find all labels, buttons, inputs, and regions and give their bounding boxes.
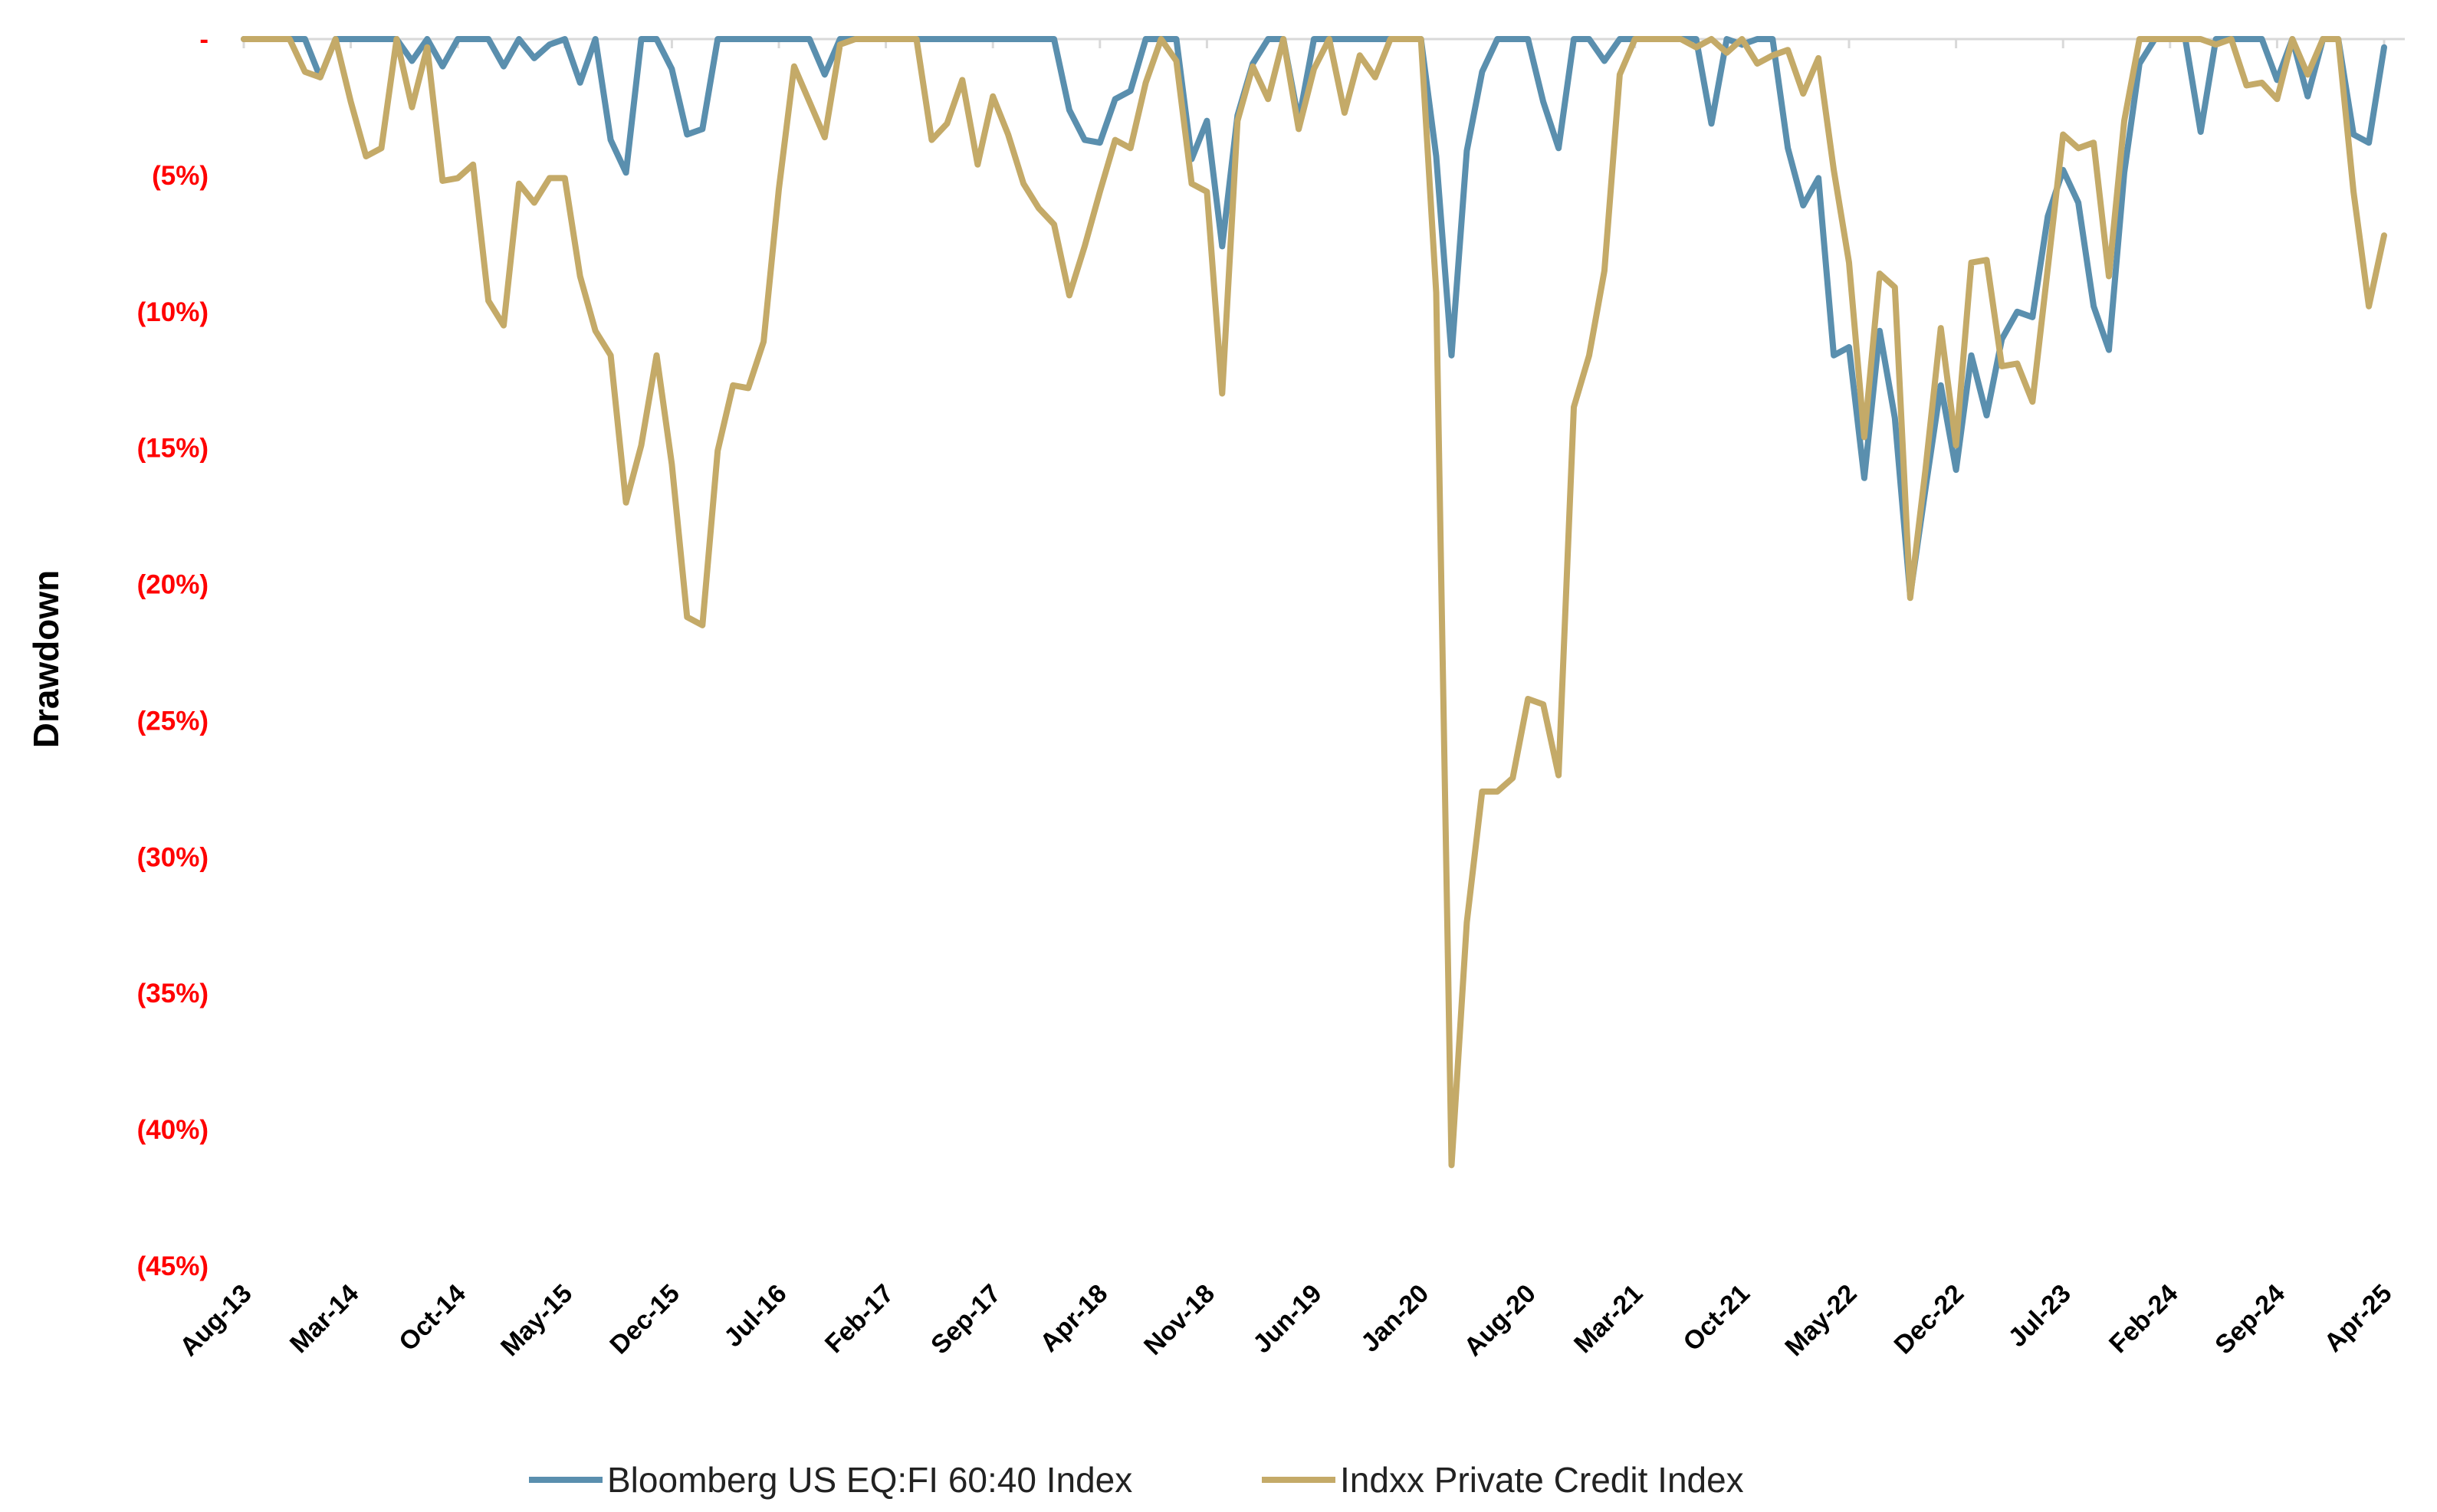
y-tick-label: (45%): [137, 1251, 209, 1281]
x-tick-label: Jul-16: [718, 1279, 792, 1353]
y-tick-label: -: [199, 25, 209, 54]
series-line-bloomberg: [241, 36, 2387, 599]
x-tick-label: Sep-24: [2209, 1279, 2291, 1360]
legend-item-indxx[interactable]: Indxx Private Credit Index: [1262, 1460, 1744, 1500]
x-tick-label: Apr-18: [1034, 1279, 1113, 1358]
y-tick-label: (5%): [152, 161, 209, 191]
x-tick-label: Aug-20: [1459, 1279, 1542, 1362]
x-tick-labels: Aug-13 Mar-14 Oct-14 May-15 Dec-15 Jul-16 Feb-…: [174, 1279, 2397, 1362]
legend: Bloomberg US EQ:FI 60:40 Index Indxx Pri…: [529, 1460, 1744, 1500]
y-tick-label: (10%): [137, 297, 209, 327]
y-tick-label: (25%): [137, 706, 209, 736]
y-axis-label: Drawdown: [26, 570, 66, 749]
y-tick-label: (30%): [137, 842, 209, 872]
x-tick-label: Dec-22: [1889, 1279, 1970, 1360]
x-tick-label: Feb-17: [819, 1279, 899, 1359]
legend-item-bloomberg[interactable]: Bloomberg US EQ:FI 60:40 Index: [529, 1460, 1132, 1500]
y-tick-label: (20%): [137, 570, 209, 600]
x-tick-label: Mar-14: [284, 1279, 364, 1359]
x-tick-label: Nov-18: [1138, 1279, 1220, 1361]
x-tick-label: May-15: [495, 1279, 578, 1362]
series-line-indxx: [241, 36, 2387, 1169]
x-tick-label: Jul-23: [2003, 1279, 2077, 1353]
y-tick-label: (40%): [137, 1115, 209, 1145]
x-tick-label: Dec-15: [604, 1279, 685, 1360]
legend-label-indxx: Indxx Private Credit Index: [1340, 1460, 1744, 1500]
series-lines: [241, 36, 2387, 1169]
y-tick-labels: - (5%) (10%) (15%) (20%) (25%) (30%) (35%) (40%)…: [137, 25, 209, 1281]
y-tick-label: (15%): [137, 434, 209, 464]
x-tick-label: Oct-21: [1677, 1279, 1755, 1357]
x-tick-label: Mar-21: [1568, 1279, 1648, 1359]
x-tick-label: Apr-25: [2319, 1279, 2398, 1358]
legend-label-bloomberg: Bloomberg US EQ:FI 60:40 Index: [607, 1460, 1132, 1500]
x-tick-label: Jan-20: [1355, 1279, 1434, 1358]
x-tick-label: Feb-24: [2104, 1279, 2183, 1359]
x-tick-label: Oct-14: [393, 1279, 471, 1357]
x-tick-label: Jun-19: [1247, 1279, 1327, 1359]
x-tick-label: Aug-13: [174, 1279, 257, 1362]
x-tick-label: May-22: [1779, 1279, 1862, 1362]
y-tick-label: (35%): [137, 979, 209, 1009]
x-tick-label: Sep-17: [925, 1279, 1007, 1360]
